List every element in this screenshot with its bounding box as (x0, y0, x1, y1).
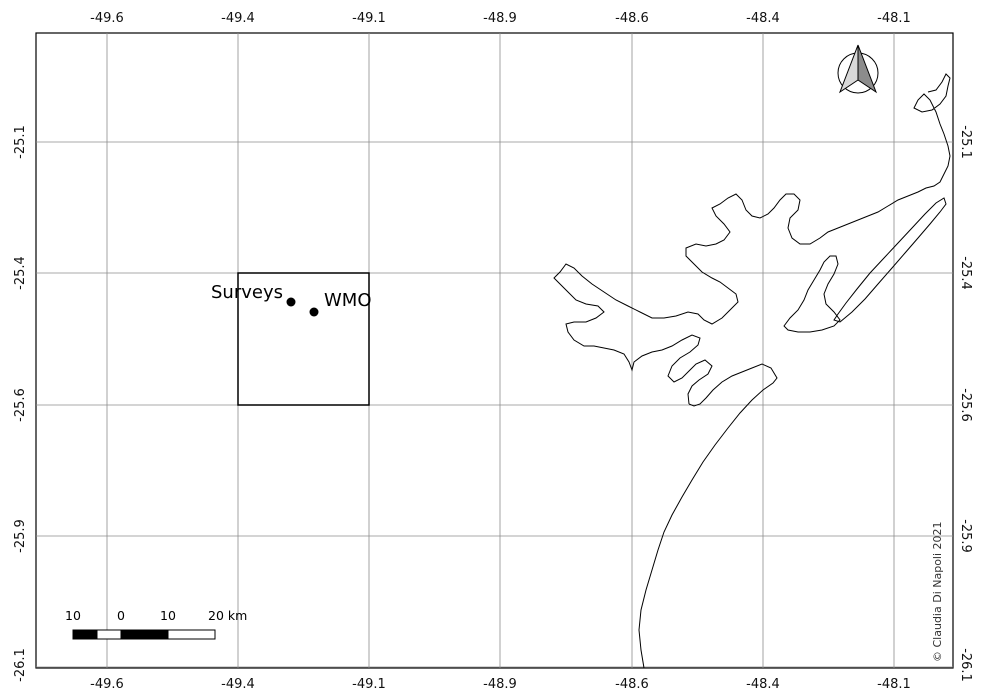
lon-tick-top-5: -48.6 (615, 11, 649, 26)
lat-tick-right-1: -25.1 (958, 125, 973, 159)
wmo-label: WMO (324, 290, 372, 311)
coastline-bay (553, 73, 951, 405)
coastline-bay-inner (783, 255, 841, 333)
surveys-label: Surveys (211, 282, 283, 303)
lon-tick-bottom-6: -48.4 (746, 677, 780, 691)
lon-tick-bottom-2: -49.4 (221, 677, 255, 691)
copyright-text: © Claudia Di Napoli 2021 (931, 521, 944, 662)
coastline (553, 73, 951, 669)
lon-tick-bottom-4: -48.9 (483, 677, 517, 691)
lat-tick-left-2: -25.4 (13, 256, 28, 290)
lat-tick-left-4: -25.9 (13, 519, 28, 553)
lon-tick-top-4: -48.9 (483, 11, 517, 26)
lon-tick-top-6: -48.4 (746, 11, 780, 26)
lon-tick-top-1: -49.6 (90, 11, 124, 26)
lon-tick-top-2: -49.4 (221, 11, 255, 26)
scale-label-0: 0 (117, 608, 125, 623)
lat-tick-left-1: -25.1 (13, 125, 28, 159)
coastline-barrier-island (833, 197, 947, 323)
scale-label-10: 10 (160, 608, 176, 623)
lat-tick-left-3: -25.6 (13, 388, 28, 422)
lon-tick-bottom-7: -48.1 (877, 677, 911, 691)
lat-tick-right-3: -25.6 (958, 388, 973, 422)
surveys-point (286, 297, 296, 307)
north-arrow-icon (837, 44, 879, 94)
lat-tick-right-2: -25.4 (958, 256, 973, 290)
lat-tick-left-5: -26.1 (13, 648, 28, 682)
lat-tick-right-5: -26.1 (958, 648, 973, 682)
lon-tick-bottom-1: -49.6 (90, 677, 124, 691)
lon-tick-top-7: -48.1 (877, 11, 911, 26)
coastline-south (638, 363, 778, 669)
lon-tick-top-3: -49.1 (352, 11, 386, 26)
latitude-gridlines (36, 141, 953, 668)
lat-tick-right-4: -25.9 (958, 519, 973, 553)
wmo-point (309, 307, 319, 317)
scale-label-20km: 20 km (208, 608, 247, 623)
lon-tick-bottom-3: -49.1 (352, 677, 386, 691)
map-frame (35, 32, 954, 669)
study-area-box (237, 272, 370, 406)
lon-tick-bottom-5: -48.6 (615, 677, 649, 691)
scale-label-10-left: 10 (65, 608, 81, 623)
scale-bar: 10 0 10 20 km (65, 608, 247, 640)
